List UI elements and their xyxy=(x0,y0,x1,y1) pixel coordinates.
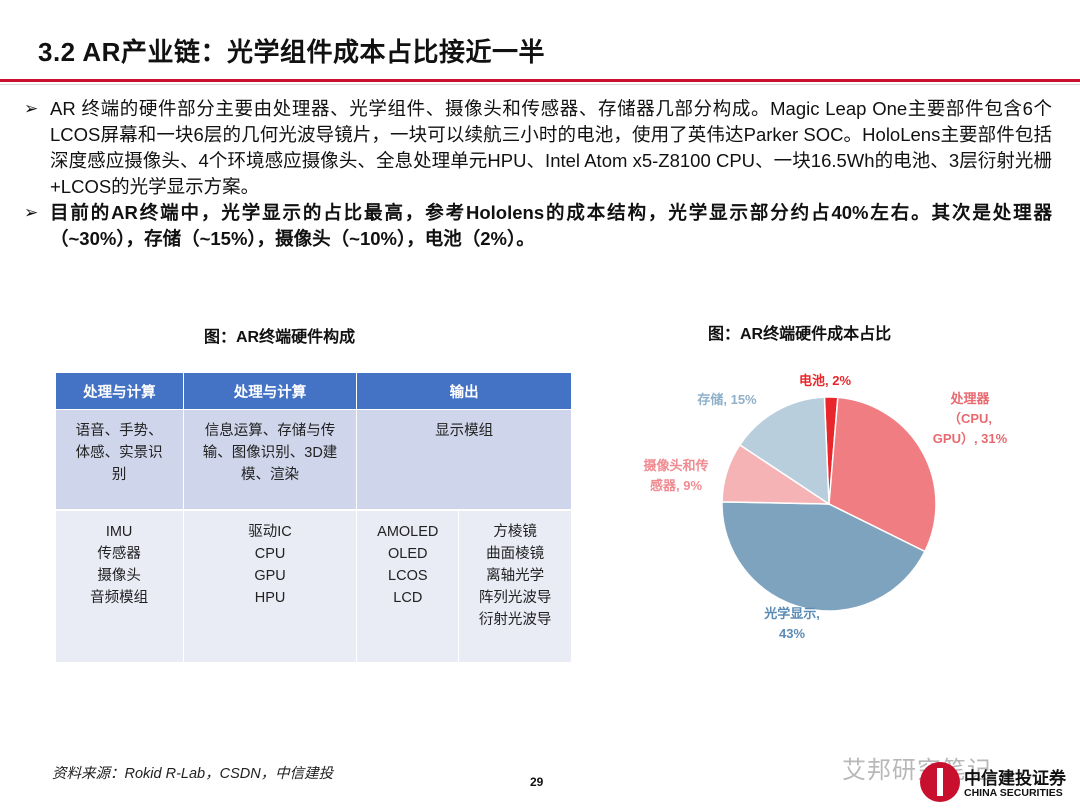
pie-data-label: 存储, 15% xyxy=(697,392,757,407)
title-divider xyxy=(0,79,1080,82)
cell-text: 别 xyxy=(111,467,127,483)
cell-text: 传感器 xyxy=(97,546,141,562)
cell-text: 输、图像识别、3D建 xyxy=(202,445,338,461)
cell-text: 显示模组 xyxy=(435,423,494,439)
bullet-item: ➢ 目前的AR终端中，光学显示的占比最高，参考Hololens的成本结构，光学显… xyxy=(22,200,1052,252)
company-logo: 中信建投证券 CHINA SECURITIES xyxy=(920,762,1070,808)
pie-data-label: 电池, 2% xyxy=(799,373,851,388)
page-title: 3.2 AR产业链：光学组件成本占比接近一半 xyxy=(38,37,545,67)
cell-text: AMOLED xyxy=(377,524,439,540)
bullet-list: ➢ AR 终端的硬件部分主要由处理器、光学组件、摄像头和传感器、存储器几部分构成… xyxy=(22,96,1052,252)
table-row: 语音、手势、 体感、实景识 别 信息运算、存储与传 输、图像识别、3D建 模、渲… xyxy=(55,409,572,511)
table-cell: 显示模组 xyxy=(356,409,572,511)
source-note: 资料来源：Rokid R-Lab，CSDN，中信建投 xyxy=(52,766,334,782)
cell-text: 阵列光波导 xyxy=(478,590,552,606)
cell-text: 摄像头 xyxy=(97,568,141,584)
table-row: IMU 传感器 摄像头 音频模组 驱动IC CPU GPU HPU AMOLED… xyxy=(55,510,572,662)
pie-data-label: 处理器（CPU, GPU）, 31% xyxy=(933,391,1008,446)
cell-text: HPU xyxy=(254,590,286,606)
cost-pie-chart: 电池, 2% 处理器（CPU, GPU）, 31% 光学显示, 43% 摄像头和传感器, … xyxy=(643,373,1008,641)
pie-slice-2 xyxy=(828,396,937,553)
pie-data-label: 光学显示, 43% xyxy=(763,606,820,641)
logo-mark-icon xyxy=(920,762,960,802)
table-cell: AMOLED OLED LCOS LCD xyxy=(356,510,460,662)
watermark: 艾邦研究笔记 xyxy=(842,757,992,784)
cell-text: LCD xyxy=(393,590,423,606)
table-cell: 驱动IC CPU GPU HPU xyxy=(183,510,358,662)
pie-slice-5 xyxy=(738,396,830,506)
table-cell: IMU 传感器 摄像头 音频模组 xyxy=(55,510,184,662)
arrow-bullet-icon: ➢ xyxy=(24,203,39,222)
table-header: 处理与计算 xyxy=(182,372,358,410)
cell-text: OLED xyxy=(388,546,428,562)
table-header: 输出 xyxy=(356,372,572,410)
logo-text-en: CHINA SECURITIES xyxy=(964,787,1063,799)
logo-text-cn: 中信建投证券 xyxy=(964,769,1066,788)
hardware-table: 处理与计算 处理与计算 输出 语音、手势、 体感、实景识 别 信息运算、存储与传… xyxy=(55,372,572,662)
cell-text: 模、渲染 xyxy=(241,467,300,483)
bullet-text: 目前的AR终端中，光学显示的占比最高，参考Hololens的成本结构，光学显示部… xyxy=(50,202,1052,249)
cell-text: 体感、实景识 xyxy=(75,445,163,461)
title-divider-thin xyxy=(0,84,1080,85)
cell-text: GPU xyxy=(254,568,286,584)
pie-slice-3 xyxy=(721,501,926,612)
cell-text: 曲面棱镜 xyxy=(486,546,545,562)
cell-text: LCOS xyxy=(388,568,428,584)
cell-text: 音频模组 xyxy=(90,590,149,606)
cell-text: 方棱镜 xyxy=(493,524,537,540)
bullet-text: AR 终端的硬件部分主要由处理器、光学组件、摄像头和传感器、存储器几部分构成。M… xyxy=(50,98,1052,197)
page-number: 29 xyxy=(530,775,544,789)
table-header: 处理与计算 xyxy=(55,372,184,410)
cell-text: 语音、手势、 xyxy=(75,423,163,439)
table-cell: 方棱镜 曲面棱镜 离轴光学 阵列光波导 衍射光波导 xyxy=(458,510,572,662)
cell-text: IMU xyxy=(105,524,133,540)
figure-title-chart: 图：AR终端硬件成本占比 xyxy=(708,326,892,343)
bullet-item: ➢ AR 终端的硬件部分主要由处理器、光学组件、摄像头和传感器、存储器几部分构成… xyxy=(22,96,1052,200)
cell-text: 驱动IC xyxy=(248,524,292,540)
cell-text: 信息运算、存储与传 xyxy=(204,423,336,439)
table-cell: 语音、手势、 体感、实景识 别 xyxy=(55,409,184,511)
cell-text: 离轴光学 xyxy=(486,568,545,584)
arrow-bullet-icon: ➢ xyxy=(24,99,39,118)
figure-title-table: 图：AR终端硬件构成 xyxy=(204,329,356,346)
cell-text: CPU xyxy=(254,546,286,562)
table-cell: 信息运算、存储与传 输、图像识别、3D建 模、渲染 xyxy=(183,409,358,511)
cell-text: 衍射光波导 xyxy=(478,612,552,628)
table-header-row: 处理与计算 处理与计算 输出 xyxy=(55,372,572,410)
pie-data-label: 摄像头和传感器, 9% xyxy=(643,458,708,493)
